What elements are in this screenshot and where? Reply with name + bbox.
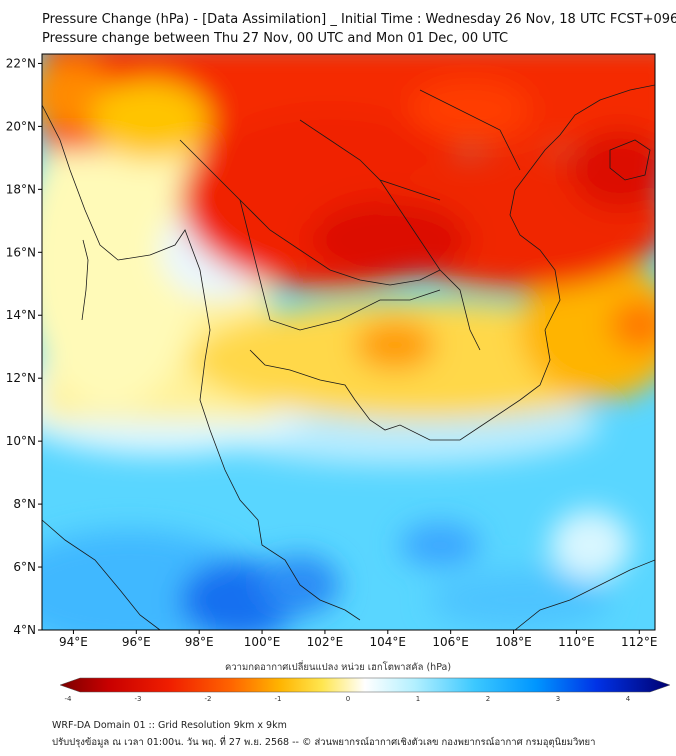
lat-label: 14°N	[6, 308, 36, 322]
colorbar-tick-label: 2	[486, 695, 490, 703]
colorbar-ticks: -4 -3 -2 -1 0 1 2 3 4	[65, 695, 631, 703]
colorbar-tick-label: 4	[626, 695, 631, 703]
map-frame	[41, 53, 656, 631]
lon-label: 102°E	[307, 635, 344, 649]
colorbar-tick-label: -2	[205, 695, 212, 703]
colorbar-tick-label: -4	[65, 695, 73, 703]
lat-label: 4°N	[13, 623, 36, 637]
colorbar-tick-label: 3	[556, 695, 560, 703]
coastlines	[42, 84, 655, 630]
lon-label: 112°E	[621, 635, 658, 649]
latitude-labels: 22°N 20°N 18°N 16°N 14°N 12°N 10°N 8°N 6°N 4°N	[6, 56, 42, 637]
lat-label: 8°N	[13, 497, 36, 511]
colorbar-tick-label: -1	[275, 695, 282, 703]
colorbar-tick-label: 0	[346, 695, 350, 703]
longitude-labels: 94°E 96°E 98°E 100°E 102°E 104°E 106°E 108°E 110…	[59, 630, 658, 649]
colorbar-label: ความกดอากาศเปลี่ยนแปลง หน่วย เฮกโตพาสคัล…	[224, 662, 452, 673]
map-title: Pressure Change (hPa) - [Data Assimilati…	[42, 12, 676, 27]
lat-label: 10°N	[6, 434, 36, 448]
lon-label: 108°E	[495, 635, 532, 649]
lat-label: 22°N	[6, 56, 36, 70]
colorbar: -4 -3 -2 -1 0 1 2 3 4	[59, 677, 671, 703]
map-subtitle: Pressure change between Thu 27 Nov, 00 U…	[42, 31, 509, 46]
colorbar-bar	[59, 677, 671, 693]
pressure-field	[42, 54, 655, 630]
footer-update-info: ปรับปรุงข้อมูล ณ เวลา 01:00น. วัน พฤ. ที…	[52, 737, 596, 748]
lon-label: 104°E	[370, 635, 407, 649]
footer-model-info: WRF-DA Domain 01 :: Grid Resolution 9km …	[52, 720, 287, 731]
lon-label: 100°E	[244, 635, 281, 649]
colorbar-tick-label: -3	[135, 695, 142, 703]
lon-label: 96°E	[122, 635, 151, 649]
lon-label: 94°E	[59, 635, 88, 649]
lon-label: 106°E	[432, 635, 469, 649]
lat-label: 20°N	[6, 119, 36, 133]
lon-label: 98°E	[185, 635, 214, 649]
lat-label: 16°N	[6, 245, 36, 259]
lat-label: 12°N	[6, 371, 36, 385]
lon-label: 110°E	[558, 635, 595, 649]
lat-label: 6°N	[13, 560, 36, 574]
colorbar-tick-label: 1	[416, 695, 420, 703]
lat-label: 18°N	[6, 182, 36, 196]
